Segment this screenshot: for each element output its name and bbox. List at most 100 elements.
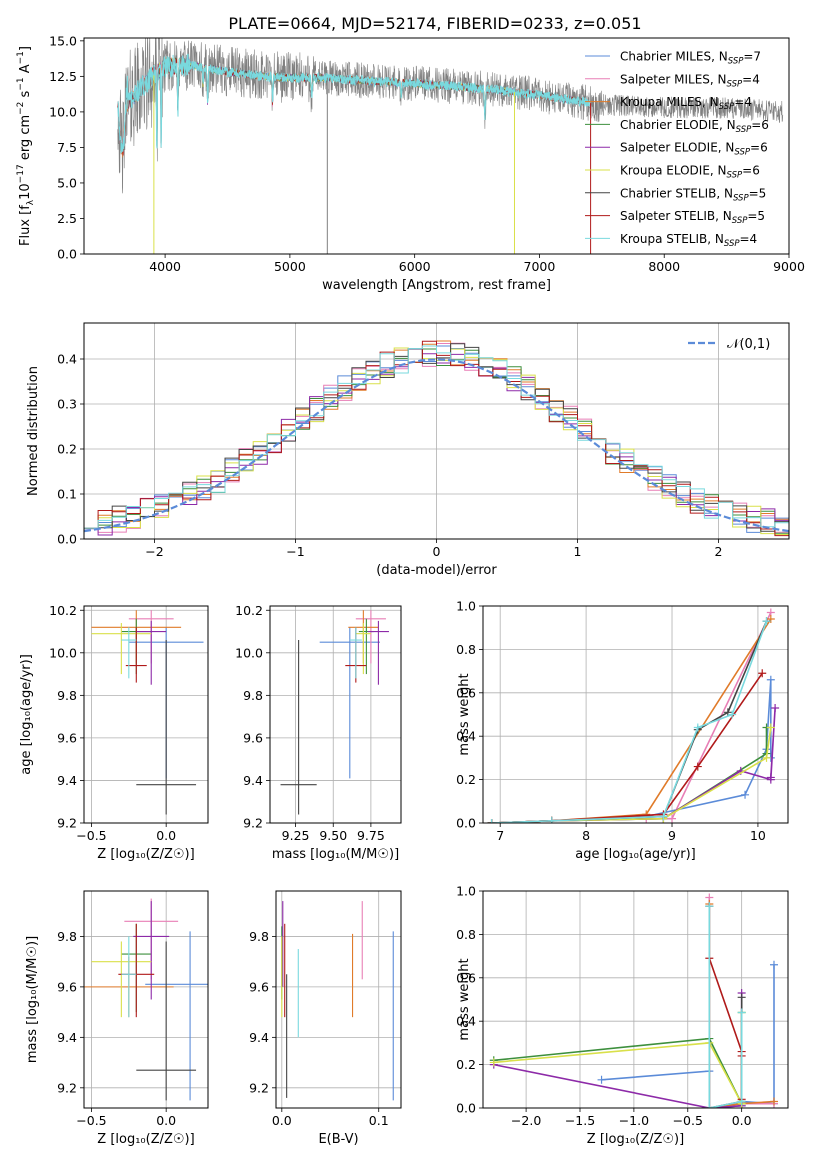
errorbar-chabrier-miles	[145, 931, 208, 1101]
y-tick-label: 0.0	[57, 532, 77, 547]
y-axis-label-part: λ	[26, 199, 36, 205]
weight-marker-kroupa-miles	[769, 1097, 778, 1106]
weight-marker-salpeter-elodie	[766, 773, 775, 782]
legend-label-value: =5	[749, 186, 767, 200]
y-axis-label-part: −2	[16, 102, 26, 115]
errorbar-kroupa-stelib	[349, 627, 362, 679]
x-tick-label: −1.5	[565, 1113, 595, 1128]
weight-marker-chabrier-miles	[769, 960, 778, 969]
weight-marker-kroupa-stelib	[487, 819, 496, 823]
y-axis-label-part: ]	[18, 46, 33, 51]
legend-label-sub: SSP	[727, 79, 743, 89]
y-axis-label-part: 10	[18, 183, 33, 200]
errorbar-chabrier-stelib	[136, 941, 197, 1101]
x-axis-label: age [log₁₀(age/yr)]	[575, 847, 696, 862]
y-axis-label-part: −1	[16, 77, 26, 90]
axes-spectrum: 4000 5000 6000 7000 8000 9000 0.0 2.5 5.0 7.5 10.0…	[16, 33, 805, 293]
legend-label-name: Kroupa ELODIE, N	[620, 164, 727, 178]
x-tick-label: 7000	[524, 259, 556, 274]
x-tick-label: 0.0	[272, 1113, 292, 1128]
weight-marker-chabrier-stelib	[737, 993, 746, 1002]
y-tick-label: 10.0	[49, 104, 77, 119]
legend-label-salpeter-stelib: Salpeter STELIB, NSSP=5	[620, 209, 765, 226]
errorbar-kroupa-elodie	[91, 941, 152, 1018]
axes-frame	[83, 37, 790, 255]
legend-label-sub: SSP	[736, 125, 752, 135]
weight-line-kroupa-stelib	[491, 620, 768, 823]
y-tick-label: 10.2	[235, 603, 263, 618]
legend-label-name: Salpeter MILES, N	[620, 72, 727, 86]
y-tick-label: 9.2	[57, 1080, 77, 1095]
plot-area	[91, 610, 204, 815]
axes-frame	[83, 890, 209, 1109]
legend-label-salpeter-miles: Salpeter MILES, NSSP=4	[620, 72, 760, 89]
axes-frame	[83, 605, 209, 824]
y-tick-label: 9.6	[57, 730, 77, 745]
x-tick-label: −0.5	[673, 1113, 703, 1128]
axes-age_vs_mass: 9.25 9.50 9.75 9.2 9.4 9.6 9.8 10.0 10.2 mass [lo…	[235, 603, 402, 862]
y-tick-label: 9.6	[57, 979, 77, 994]
y-axis-label: Normed distribution	[26, 366, 41, 496]
x-tick-label: 10	[750, 828, 766, 843]
legend-label-name: Chabrier STELIB, N	[620, 186, 733, 200]
histogram-kroupa-stelib	[84, 345, 789, 539]
y-axis-label: mass weight	[457, 958, 472, 1040]
x-axis-label: Z [log₁₀(Z/Z☉)]	[587, 1132, 684, 1147]
y-tick-label: 10.0	[49, 645, 77, 660]
y-tick-label: 0.3	[57, 397, 77, 412]
y-tick-label: 0.6	[456, 970, 476, 985]
weight-marker-kroupa-elodie	[489, 1058, 498, 1067]
x-tick-label: 8000	[648, 259, 680, 274]
x-tick-label: 9.50	[319, 828, 347, 843]
y-tick-label: 0.8	[456, 927, 476, 942]
y-axis-label-part: erg cm	[18, 115, 33, 164]
x-axis-label: Z [log₁₀(Z/Z☉)]	[97, 1132, 194, 1147]
legend-label-chabrier-elodie: Chabrier ELODIE, NSSP=6	[620, 118, 769, 135]
legend-label-sub: SSP	[728, 57, 744, 67]
x-tick-label: −0.5	[76, 828, 106, 843]
x-axis-label: E(B-V)	[318, 1132, 358, 1147]
errorbar-salpeter-elodie	[136, 620, 167, 685]
legend-label-value: =6	[742, 164, 760, 178]
y-tick-label: 2.5	[57, 211, 77, 226]
x-tick-label: 0.0	[732, 1113, 752, 1128]
plot-area	[280, 610, 389, 815]
plot-area	[117, 38, 784, 254]
y-tick-label: 10.0	[235, 645, 263, 660]
weight-marker-kroupa-stelib	[728, 710, 737, 719]
y-tick-label: 0.1	[57, 487, 77, 502]
legend-label-kroupa-stelib: Kroupa STELIB, NSSP=4	[620, 232, 757, 249]
weight-marker-chabrier-miles	[766, 675, 775, 684]
legend-label-sub: SSP	[733, 193, 749, 203]
y-tick-label: 9.8	[243, 688, 263, 703]
axes-mass_vs_Z: −0.5 0.0 9.2 9.4 9.6 9.8 Z [log₁₀(Z/Z☉)] mass […	[25, 890, 209, 1147]
weight-marker-kroupa-stelib	[762, 617, 771, 626]
errorbar-salpeter-miles	[355, 610, 386, 664]
legend-label-chabrier-stelib: Chabrier STELIB, NSSP=5	[620, 186, 766, 203]
y-tick-label: 9.2	[57, 816, 77, 831]
x-axis-label: Z [log₁₀(Z/Z☉)]	[97, 847, 194, 862]
x-tick-label: 9.75	[357, 828, 385, 843]
y-tick-label: 0.2	[456, 1057, 476, 1072]
model-line-kroupa-stelib-top	[117, 53, 590, 154]
y-tick-label: 12.5	[49, 69, 77, 84]
plot-area	[487, 608, 780, 823]
axes-age_vs_Z: −0.5 0.0 9.2 9.4 9.6 9.8 10.0 10.2 Z [log₁₀(Z/Z☉…	[19, 603, 209, 862]
x-tick-label: 8	[582, 828, 590, 843]
errorbar-chabrier-stelib	[280, 640, 317, 815]
y-tick-label: 9.4	[57, 773, 77, 788]
legend-label-kroupa-elodie: Kroupa ELODIE, NSSP=6	[620, 164, 760, 181]
y-axis-label-part: A	[18, 64, 33, 77]
y-axis-label: mass weight	[457, 673, 472, 755]
x-tick-label: −0.5	[76, 1113, 106, 1128]
errorbar-chabrier-miles	[319, 627, 380, 779]
plot-area	[489, 893, 778, 1108]
legend-label-name: Chabrier ELODIE, N	[620, 118, 736, 132]
legend-label-sub: SSP	[727, 171, 743, 181]
x-tick-label: −1	[286, 544, 304, 559]
errorbar-salpeter-elodie	[133, 901, 170, 1000]
x-tick-label: 9.25	[282, 828, 310, 843]
y-tick-label: 0.4	[456, 1014, 476, 1029]
